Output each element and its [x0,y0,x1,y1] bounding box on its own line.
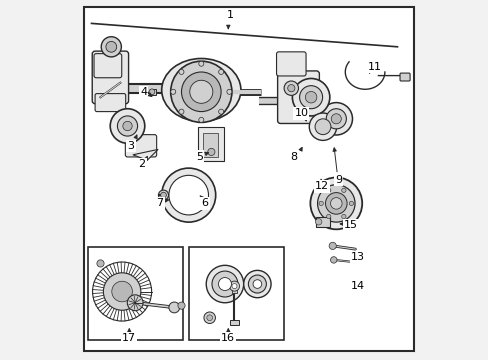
Circle shape [287,85,294,92]
Circle shape [179,69,183,75]
Circle shape [229,281,239,291]
Text: 6: 6 [201,198,208,208]
Text: 7: 7 [156,198,163,208]
Circle shape [189,80,212,103]
FancyBboxPatch shape [95,94,125,112]
Circle shape [181,72,221,112]
Circle shape [253,280,261,288]
Circle shape [97,260,104,267]
Circle shape [315,219,321,225]
Text: 13: 13 [350,252,364,262]
Polygon shape [133,149,158,160]
Circle shape [158,190,168,200]
Text: 17: 17 [122,333,136,343]
Bar [88,247,183,340]
Circle shape [243,270,270,298]
Circle shape [218,69,223,75]
Circle shape [317,185,354,222]
Text: 16: 16 [221,333,235,343]
Circle shape [199,117,203,122]
FancyBboxPatch shape [399,73,409,81]
Circle shape [248,275,266,293]
Circle shape [168,302,179,313]
Text: 9: 9 [335,175,342,185]
Circle shape [179,109,183,114]
Bar [188,247,284,340]
Bar [203,133,218,157]
Circle shape [206,265,243,303]
Circle shape [127,295,143,311]
Circle shape [149,89,155,95]
FancyBboxPatch shape [125,135,156,157]
Circle shape [341,188,346,193]
Circle shape [325,109,346,129]
Bar [150,89,155,95]
Circle shape [309,113,336,140]
Circle shape [199,61,203,66]
Circle shape [326,188,330,193]
FancyBboxPatch shape [198,127,224,161]
Text: 5: 5 [196,152,203,162]
Circle shape [112,281,132,302]
Circle shape [212,271,238,297]
Circle shape [341,214,346,219]
FancyBboxPatch shape [276,52,305,76]
Bar [231,290,237,293]
Text: 15: 15 [343,220,357,230]
Circle shape [168,175,208,215]
Text: 14: 14 [350,281,364,291]
Circle shape [218,278,231,291]
Circle shape [106,41,117,52]
Circle shape [299,86,322,109]
Circle shape [203,312,215,324]
Text: 2: 2 [138,159,145,169]
Circle shape [178,302,185,309]
Circle shape [292,78,329,116]
Circle shape [231,284,237,289]
Circle shape [330,257,336,263]
Circle shape [162,168,215,222]
FancyBboxPatch shape [277,71,319,123]
Circle shape [326,214,330,219]
Circle shape [318,201,323,206]
Circle shape [325,193,346,214]
Circle shape [328,242,336,249]
Circle shape [348,201,353,206]
Circle shape [101,37,121,57]
Text: 11: 11 [367,62,381,72]
Circle shape [330,198,342,209]
Circle shape [226,89,231,94]
Ellipse shape [162,58,241,122]
Bar [316,217,329,227]
Circle shape [207,148,215,156]
Circle shape [218,109,223,114]
Circle shape [330,114,341,124]
Circle shape [305,91,316,103]
Circle shape [122,121,132,131]
Circle shape [110,109,144,143]
FancyBboxPatch shape [94,54,122,78]
Text: 8: 8 [290,152,297,162]
Circle shape [160,192,166,198]
Circle shape [103,273,141,310]
Circle shape [320,103,352,135]
Circle shape [170,89,175,94]
FancyBboxPatch shape [92,51,128,104]
Bar [230,320,239,325]
Circle shape [206,315,212,321]
Circle shape [310,177,362,229]
Text: 12: 12 [314,181,328,192]
Circle shape [314,119,330,135]
Text: 4: 4 [140,87,147,97]
Circle shape [170,61,231,122]
Text: 10: 10 [294,108,308,118]
Circle shape [117,116,137,136]
Text: 1: 1 [226,10,233,20]
Text: 3: 3 [127,141,134,151]
Circle shape [284,81,298,95]
